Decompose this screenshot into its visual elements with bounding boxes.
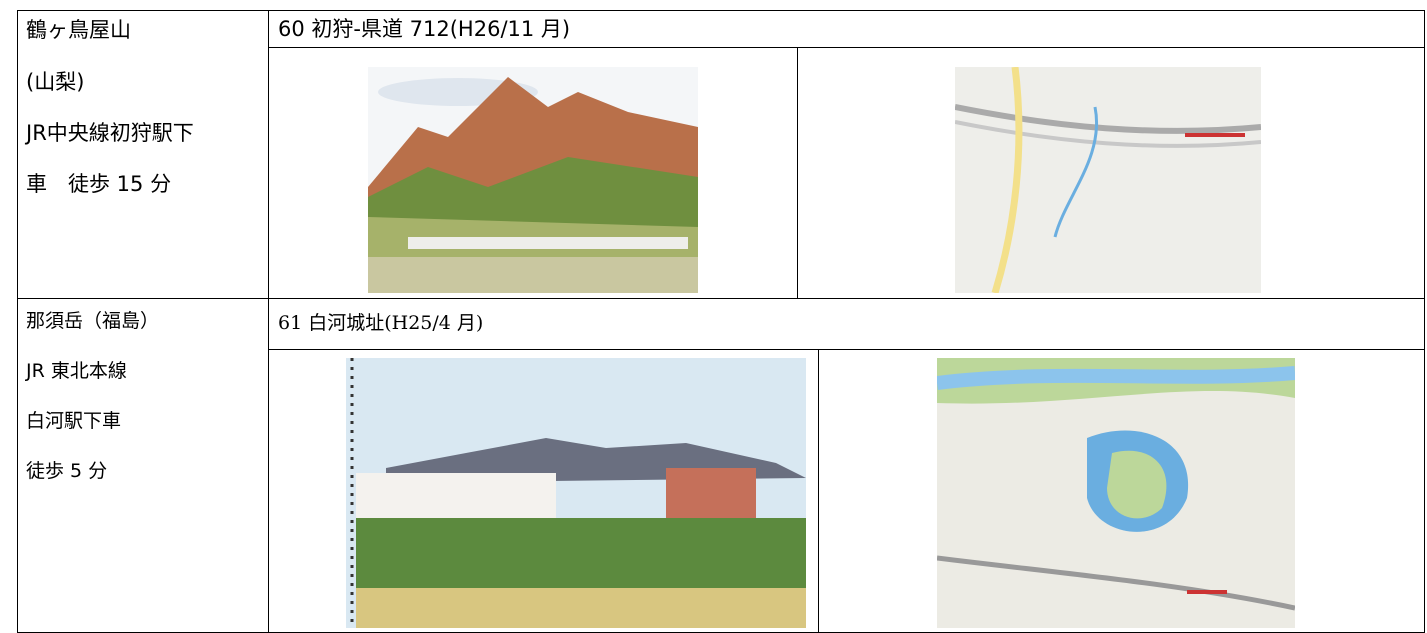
place-line: 那須岳（福島） bbox=[26, 310, 160, 332]
place-line: 車 徒歩 15 分 bbox=[26, 172, 172, 196]
place-line: JR中央線初狩駅下 bbox=[26, 121, 194, 145]
place-line: 鶴ヶ鳥屋山 bbox=[26, 18, 131, 42]
place-cell bbox=[17, 10, 269, 299]
painting bbox=[346, 358, 806, 628]
place-line: (山梨) bbox=[26, 70, 85, 94]
place-line: JR 東北本線 bbox=[26, 360, 127, 382]
painting bbox=[368, 67, 698, 293]
place-line: 徒歩 5 分 bbox=[26, 460, 108, 482]
place-line: 白河駅下車 bbox=[26, 410, 122, 432]
caption: 61 白河城址(H25/4 月) bbox=[278, 312, 484, 334]
map bbox=[937, 358, 1295, 628]
map bbox=[955, 67, 1261, 293]
caption: 60 初狩-県道 712(H26/11 月) bbox=[278, 17, 571, 41]
